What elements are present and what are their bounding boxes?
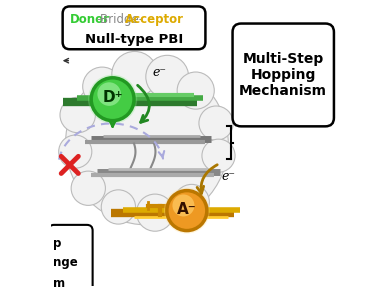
Text: -Bridge-: -Bridge- xyxy=(96,13,144,26)
Circle shape xyxy=(174,184,210,220)
Circle shape xyxy=(59,135,92,168)
Text: Acceptor: Acceptor xyxy=(125,13,184,26)
Circle shape xyxy=(172,194,194,217)
Text: e⁻: e⁻ xyxy=(221,170,235,183)
Text: Donor: Donor xyxy=(70,13,110,26)
Circle shape xyxy=(97,82,121,106)
Circle shape xyxy=(137,194,173,231)
Ellipse shape xyxy=(66,62,228,225)
Text: m: m xyxy=(53,277,65,290)
Text: Null-type PBI: Null-type PBI xyxy=(85,33,183,46)
Text: e⁻: e⁻ xyxy=(153,65,167,79)
Text: A⁻: A⁻ xyxy=(177,202,197,217)
Circle shape xyxy=(60,97,95,133)
Text: p: p xyxy=(53,237,61,250)
FancyBboxPatch shape xyxy=(232,24,334,126)
Circle shape xyxy=(71,171,106,205)
Text: Multi-Step
Hopping
Mechanism: Multi-Step Hopping Mechanism xyxy=(239,52,327,98)
Circle shape xyxy=(177,72,214,109)
Circle shape xyxy=(202,139,235,172)
FancyBboxPatch shape xyxy=(62,6,205,49)
Circle shape xyxy=(91,78,134,121)
Circle shape xyxy=(164,188,210,234)
Text: nge: nge xyxy=(53,256,77,269)
Circle shape xyxy=(88,74,137,124)
Circle shape xyxy=(112,52,158,97)
FancyBboxPatch shape xyxy=(48,225,93,291)
Circle shape xyxy=(83,67,121,106)
Circle shape xyxy=(167,191,207,230)
Circle shape xyxy=(199,106,233,140)
Text: D⁺: D⁺ xyxy=(102,90,123,105)
Circle shape xyxy=(101,190,135,224)
Circle shape xyxy=(146,55,189,98)
